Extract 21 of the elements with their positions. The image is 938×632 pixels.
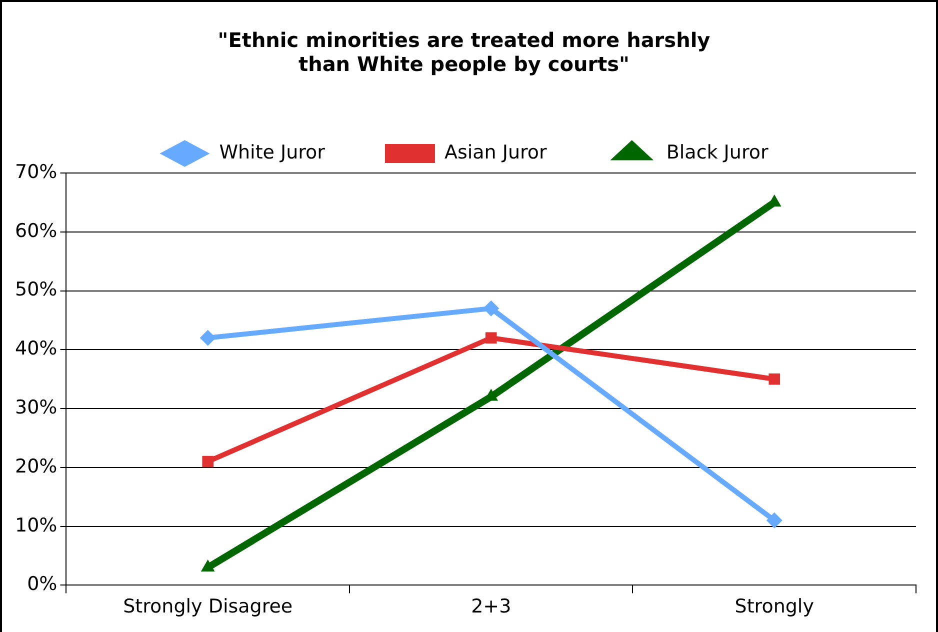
point — [766, 512, 782, 528]
x-tick-label: Strongly — [734, 596, 814, 618]
legend-label: White Juror — [219, 141, 326, 164]
legend-label: Black Juror — [666, 141, 768, 164]
y-tick-label: 40% — [14, 338, 58, 360]
y-tick-label: 10% — [14, 514, 58, 536]
x-tick-label: 2+3 — [471, 596, 512, 618]
point — [768, 373, 780, 385]
legend-label: Asian Juror — [444, 141, 548, 164]
y-tick-label: 20% — [14, 455, 58, 478]
chart-title: "Ethnic minorities are treated more harshly than White people by courts" — [218, 28, 710, 76]
point — [200, 330, 216, 346]
y-tick-label: 50% — [14, 278, 58, 301]
y-tick-label: 0% — [27, 573, 58, 596]
point — [202, 456, 214, 468]
point — [485, 332, 497, 344]
x-tick-label: Strongly Disagree — [123, 596, 293, 618]
y-tick-label: 30% — [14, 396, 58, 418]
y-tick-label: 70% — [14, 160, 58, 183]
y-tick-label: 60% — [14, 220, 58, 242]
point — [483, 300, 500, 316]
